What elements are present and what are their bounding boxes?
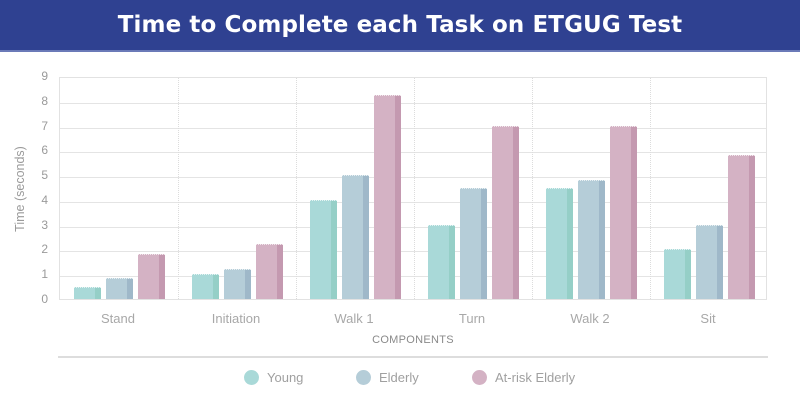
bar-elderly (695, 224, 723, 300)
bar-at-risk-elderly (491, 125, 519, 300)
gridline (60, 201, 766, 203)
y-tick-label: 9 (41, 69, 48, 83)
bar-elderly (459, 188, 487, 299)
legend-item: Elderly (356, 370, 419, 385)
bar-young (427, 224, 455, 300)
legend-item: Young (244, 370, 303, 385)
bar-elderly (223, 269, 251, 299)
gridline (60, 226, 766, 228)
y-tick-label: 5 (41, 168, 48, 183)
legend-swatch-icon (472, 370, 487, 385)
legend-divider (58, 356, 768, 358)
x-tick-label: Initiation (211, 311, 261, 326)
bar-at-risk-elderly (137, 254, 165, 299)
legend-swatch-icon (356, 370, 371, 385)
chart-title: Time to Complete each Task on ETGUG Test (117, 12, 683, 38)
gridline (60, 152, 766, 154)
bar-young (309, 199, 337, 300)
category-separator (532, 78, 533, 299)
y-tick-label: 8 (41, 93, 48, 108)
legend-label: At-risk Elderly (495, 370, 576, 385)
category-separator (650, 78, 651, 299)
y-axis-label: Time (seconds) (13, 146, 27, 232)
gridline (60, 127, 766, 129)
x-tick-label: Sit (700, 311, 716, 326)
legend-label: Elderly (379, 370, 419, 385)
y-tick-label: 1 (41, 267, 48, 282)
gridline (60, 251, 766, 253)
legend-label: Young (267, 370, 304, 385)
y-tick-label: 2 (41, 242, 48, 257)
bar-at-risk-elderly (727, 155, 755, 299)
y-tick-label: 6 (41, 143, 48, 158)
y-tick-label: 3 (41, 217, 48, 232)
x-tick-label: Stand (101, 311, 135, 326)
bar-elderly (105, 277, 133, 300)
plot-area (59, 77, 767, 300)
category-separator (414, 78, 415, 299)
legend: Young Elderly At-risk Elderly (0, 370, 800, 390)
x-axis-label: COMPONENTS (372, 334, 454, 346)
y-tick-label: 7 (41, 118, 48, 133)
gridline (60, 276, 766, 278)
category-separator (178, 78, 179, 299)
bar-young (545, 187, 573, 299)
bar-elderly (577, 180, 605, 299)
bar-elderly (341, 175, 369, 299)
x-tick-label: Walk 2 (570, 311, 610, 326)
y-tick-label: 4 (41, 192, 48, 207)
bar-at-risk-elderly (373, 94, 401, 300)
legend-swatch-icon (244, 370, 259, 385)
gridline (60, 102, 766, 104)
bar-young (663, 249, 691, 299)
title-bar: Time to Complete each Task on ETGUG Test (0, 0, 800, 52)
bar-young (191, 274, 219, 299)
gridline (60, 177, 766, 179)
bar-young (73, 286, 101, 300)
bar-at-risk-elderly (255, 243, 283, 300)
x-tick-label: Walk 1 (334, 311, 374, 326)
category-separator (296, 78, 297, 299)
bar-at-risk-elderly (609, 125, 637, 300)
legend-item: At-risk Elderly (472, 370, 575, 385)
y-tick-label: 0 (41, 292, 48, 306)
x-tick-label: Turn (458, 311, 486, 326)
